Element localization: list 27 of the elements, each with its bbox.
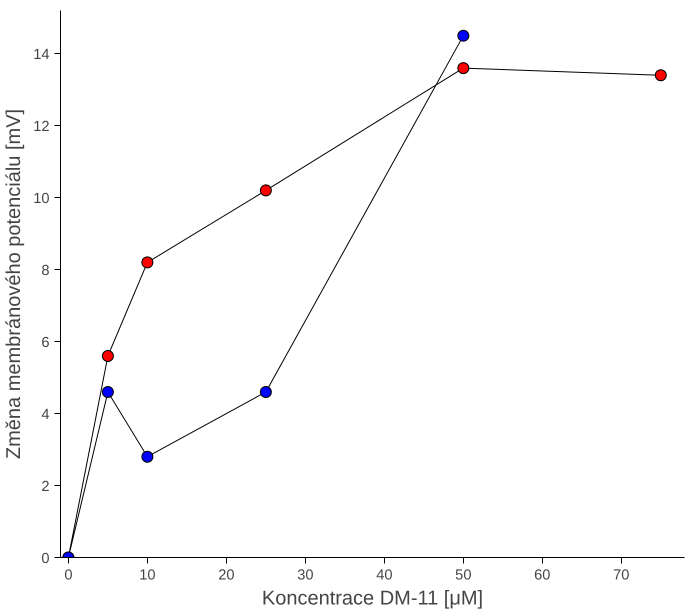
point bbox=[102, 386, 114, 398]
point bbox=[654, 69, 667, 82]
point bbox=[457, 62, 470, 74]
point bbox=[260, 184, 272, 196]
y-axis-title: Změna membránového potenciálu [mV] bbox=[3, 108, 26, 460]
y-tick-label: 2 bbox=[41, 479, 50, 496]
x-tick-label: 50 bbox=[455, 568, 472, 584]
x-tick-label: 70 bbox=[613, 568, 630, 584]
x-tick-label: 40 bbox=[376, 568, 393, 584]
y-tick-label: 12 bbox=[33, 119, 50, 136]
point bbox=[457, 30, 470, 42]
y-tick-label: 10 bbox=[33, 191, 50, 208]
point bbox=[141, 450, 154, 463]
y-tick-label: 4 bbox=[41, 407, 50, 424]
x-tick-label: 60 bbox=[534, 568, 550, 584]
x-tick-label: 30 bbox=[297, 568, 314, 584]
x-tick-label: 20 bbox=[218, 568, 235, 584]
point bbox=[141, 256, 154, 268]
y-tick-label: 8 bbox=[41, 263, 50, 280]
x-tick-label: 0 bbox=[64, 568, 72, 584]
point bbox=[260, 386, 272, 398]
y-tick-label: 6 bbox=[41, 335, 50, 352]
y-tick-label: 14 bbox=[33, 47, 50, 64]
y-tick-label: 0 bbox=[41, 551, 50, 567]
point bbox=[102, 350, 114, 362]
x-tick-label: 10 bbox=[139, 568, 156, 584]
x-axis-title: Koncentrace DM-11 [μM] bbox=[262, 588, 484, 610]
